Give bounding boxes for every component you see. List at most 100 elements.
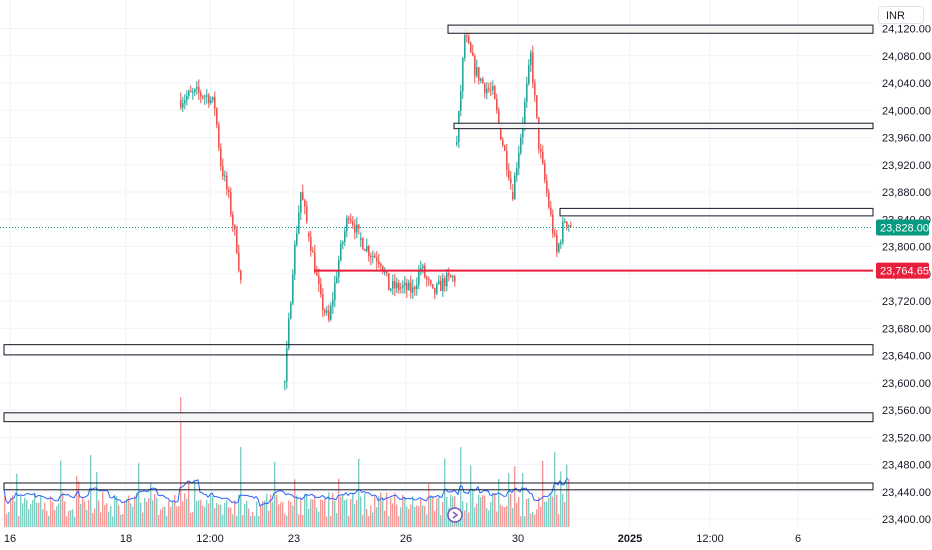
candle-body — [504, 145, 506, 151]
price-tick-label: 23,480.00 — [882, 460, 931, 472]
volume-bar — [114, 494, 116, 527]
candle-body — [490, 89, 492, 91]
volume-bar — [376, 507, 378, 527]
candle-body — [232, 214, 234, 226]
volume-bar — [148, 498, 150, 527]
price-tick-label: 23,720.00 — [882, 296, 931, 308]
volume-bar — [492, 493, 494, 527]
volume-bar — [100, 512, 102, 527]
volume-bar — [46, 510, 48, 527]
volume-bar — [4, 495, 6, 527]
candle-body — [476, 67, 478, 76]
volume-bar — [80, 503, 82, 527]
candle-body — [482, 78, 484, 84]
volume-bar — [416, 505, 418, 527]
volume-bar — [92, 512, 94, 527]
price-badges: 23,828.00 23,764.65 — [876, 219, 929, 279]
volume-bar — [444, 458, 446, 527]
price-tick-label: 24,080.00 — [882, 51, 931, 63]
candle-body — [194, 89, 196, 92]
volume-bar — [356, 499, 358, 527]
candle-body — [352, 221, 354, 226]
volume-bar — [446, 497, 448, 527]
volume-bar — [562, 493, 564, 527]
candle-body — [330, 305, 332, 320]
volume-bar — [478, 494, 480, 527]
time-axis[interactable]: 16 18 12:00 23 26 30 2025 12:00 6 — [4, 533, 801, 545]
volume-bar — [564, 502, 566, 527]
volume-bar — [378, 496, 380, 527]
candle-body — [456, 142, 458, 145]
volume-bar — [420, 498, 422, 527]
volume-bar — [292, 505, 294, 527]
volume-bar — [294, 479, 296, 527]
candle-body — [418, 270, 420, 285]
volume-bar — [112, 516, 114, 527]
candle-body — [230, 192, 232, 215]
candle-body — [568, 225, 570, 227]
candle-body — [540, 148, 542, 152]
price-tick-label: 24,040.00 — [882, 78, 931, 90]
volume-bar — [318, 511, 320, 527]
volume-bar — [382, 498, 384, 527]
candle-body — [532, 52, 534, 83]
volume-bar — [110, 506, 112, 527]
level-price-badge — [876, 262, 929, 279]
candle-body — [390, 288, 392, 291]
volume-bar — [288, 500, 290, 527]
candle-body — [284, 381, 286, 383]
volume-bar — [470, 465, 472, 527]
volume-bar — [302, 514, 304, 527]
volume-bar — [264, 500, 266, 527]
volume-bar — [236, 515, 238, 527]
currency-label[interactable]: INR — [878, 6, 924, 24]
candle-body — [560, 242, 562, 244]
volume-bar — [86, 509, 88, 527]
volume-bar — [374, 496, 376, 527]
volume-bar — [458, 516, 460, 527]
volume-bar — [442, 501, 444, 527]
volume-bar — [20, 495, 22, 527]
zone-box — [3, 482, 874, 491]
volume-bar — [548, 497, 550, 527]
volume-bar — [48, 515, 50, 527]
volume-bar — [22, 503, 24, 527]
candle-body — [410, 282, 412, 293]
candle-body — [466, 35, 468, 37]
candle-body — [224, 175, 226, 177]
candle-body — [300, 192, 302, 213]
candle-body — [222, 165, 224, 177]
candle-body — [434, 287, 436, 294]
candle-body — [436, 283, 438, 294]
volume-bar — [238, 494, 240, 527]
volume-bar — [200, 499, 202, 527]
price-tick-label: 24,120.00 — [882, 23, 931, 35]
volume-bar — [190, 512, 192, 527]
candle-body — [314, 252, 316, 273]
candle-body — [180, 100, 182, 108]
volume-bar — [276, 495, 278, 527]
volume-bar — [544, 501, 546, 527]
candle-body — [316, 272, 318, 276]
candle-body — [544, 163, 546, 181]
candle-body — [408, 282, 410, 291]
candle-body — [206, 95, 208, 97]
volume-bar — [522, 472, 524, 527]
volume-bar — [56, 506, 58, 527]
volume-bar — [290, 501, 292, 527]
volume-bar — [16, 473, 18, 527]
volume-bar — [344, 500, 346, 527]
date-tick-label: 6 — [795, 533, 801, 545]
volume-bar — [332, 493, 334, 527]
candle-body — [546, 180, 548, 193]
candle-body — [322, 294, 324, 310]
volume-bar — [156, 498, 158, 527]
replay-icon[interactable] — [447, 507, 463, 523]
candle-body — [354, 225, 356, 233]
volume-bar — [386, 492, 388, 527]
volume-bar — [474, 507, 476, 527]
volume-bar — [62, 492, 64, 527]
price-levels — [0, 226, 873, 272]
volume-bar — [226, 500, 228, 527]
